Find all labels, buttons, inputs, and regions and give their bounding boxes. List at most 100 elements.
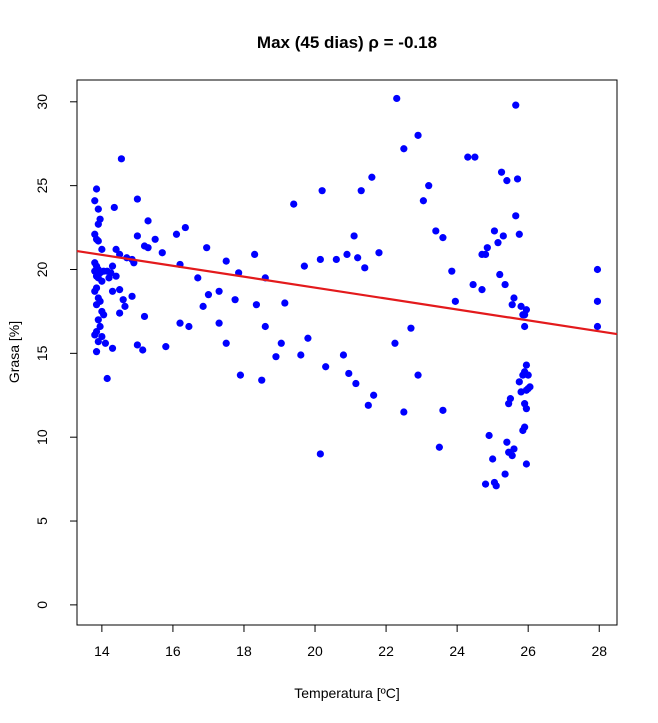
data-point [361,264,369,272]
data-point [593,265,602,274]
data-point [231,296,239,304]
data-point [375,249,383,257]
data-point [492,482,500,490]
data-point [98,277,106,285]
data-point [133,341,141,349]
data-point [110,203,118,212]
data-point [272,353,280,361]
data-point [92,327,101,336]
data-point [94,220,102,228]
data-point [506,395,515,403]
data-point [489,455,497,463]
data-points [91,94,602,490]
data-point [172,230,181,238]
data-point [501,280,509,289]
data-point [281,299,289,307]
data-point [116,286,124,294]
data-point [391,339,399,347]
data-point [448,267,456,275]
x-tick-label: 28 [591,643,607,659]
data-point [503,177,511,185]
data-point [517,302,525,310]
y-tick-label: 10 [34,429,50,445]
data-point [92,301,101,309]
y-tick-label: 5 [34,517,50,525]
data-point [176,319,184,327]
y-tick-label: 0 [34,601,50,609]
data-point [94,338,102,346]
data-point [112,245,120,253]
data-point [91,287,99,295]
data-point [108,344,117,352]
data-point [345,369,353,378]
data-point [435,443,443,451]
data-point [199,302,207,310]
data-point [508,452,516,460]
data-point [481,480,490,488]
data-point [100,311,108,319]
data-point [304,334,312,342]
data-point [494,239,502,247]
chart-title: Max (45 dias) ρ = -0.18 [257,33,437,52]
data-point [297,351,305,359]
data-point [94,205,102,213]
data-point [357,187,365,195]
data-point [490,227,499,235]
data-point [133,232,141,240]
data-point [354,254,362,262]
data-point [105,274,113,282]
data-point [322,363,330,371]
data-point [485,431,493,440]
data-point [522,361,531,369]
y-axis-label: Grasa [%] [6,321,22,383]
data-point [522,306,531,314]
data-point [522,460,531,468]
data-point [439,234,447,242]
data-point [290,200,298,208]
data-point [515,378,523,386]
data-point [181,223,189,232]
data-point [419,197,427,205]
data-point [501,470,509,478]
data-point [92,185,101,193]
data-point [236,371,245,379]
data-point [91,197,99,205]
data-point [496,270,504,279]
data-point [593,322,602,331]
data-point [101,339,110,347]
data-point [432,227,440,235]
y-tick-label: 20 [34,261,50,277]
data-point [185,322,193,331]
data-point [519,426,527,435]
data-point [133,195,141,203]
data-point [316,255,324,264]
data-point [524,371,532,379]
data-point [513,175,522,183]
data-point [521,322,529,331]
data-point [339,351,348,359]
data-point [407,324,415,332]
x-axis: 14 16 18 20 22 24 26 28 [94,625,607,659]
data-point [352,379,360,388]
y-axis: 0 5 10 15 20 25 30 [34,94,77,609]
plot-frame [76,79,618,626]
data-point [140,312,149,321]
x-tick-label: 14 [94,643,110,659]
data-point [98,332,106,341]
data-point [522,405,531,413]
y-tick-label: 15 [34,345,50,361]
data-point [96,322,104,331]
data-point [343,250,351,258]
data-point [215,319,223,327]
data-point [251,250,259,258]
data-point [368,173,376,181]
data-point [204,291,213,299]
data-point [481,250,490,258]
data-point [414,131,422,139]
data-point [497,168,506,176]
data-point [92,348,101,356]
data-point [103,374,111,383]
data-point [414,371,422,379]
data-point [108,287,117,295]
data-point [98,245,106,253]
